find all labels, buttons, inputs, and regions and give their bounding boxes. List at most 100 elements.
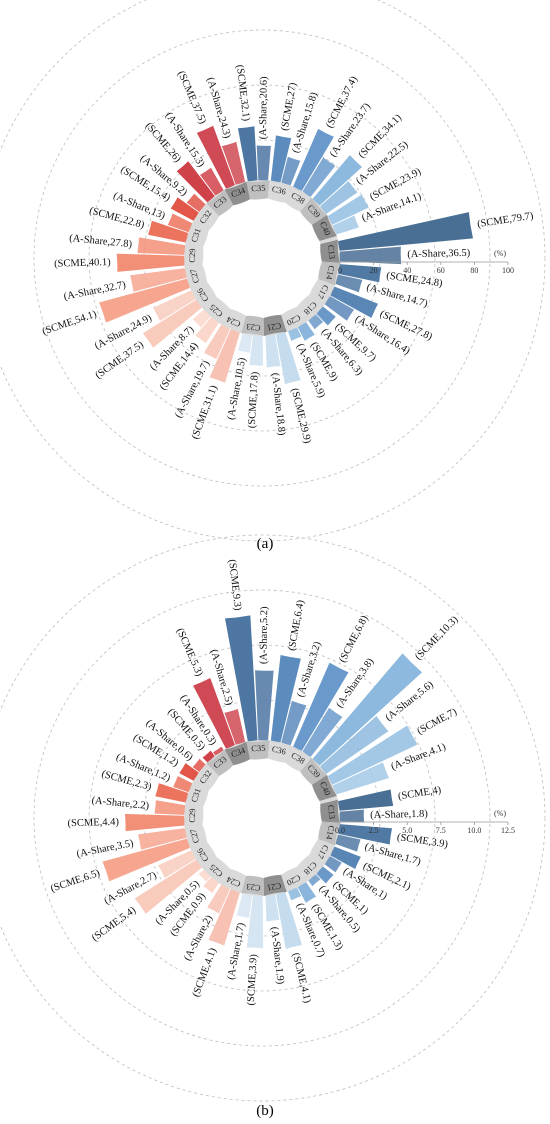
scale-tick-label: 5.0 [402, 826, 412, 835]
bar-ashare-c36 [281, 700, 307, 746]
bar-scme-c40 [327, 725, 418, 785]
value-label: (SCME,5.3) [174, 627, 205, 679]
category-segment-c39 [300, 757, 328, 785]
bar-scme-c35 [237, 126, 258, 182]
guide-circle [88, 644, 436, 992]
bar-ashare-c24 [203, 324, 230, 360]
bar-scme-c27 [99, 278, 190, 323]
value-label: (SCME,10.3) [413, 614, 461, 663]
guide-circle [88, 84, 436, 432]
bar-ashare-c34 [224, 709, 246, 745]
value-label: (A-Share,1.8) [370, 809, 428, 821]
value-label: (SCME,9.3) [226, 559, 243, 612]
value-label: (SCME,6.4) [287, 599, 307, 652]
bar-scme-c40 [327, 194, 369, 225]
value-label: (A-Share,1.7) [226, 921, 248, 980]
category-segment-c31 [185, 221, 209, 248]
scale-tick-label: 80 [470, 266, 478, 275]
category-segment-c13 [320, 799, 340, 823]
bar-scme-c32 [170, 197, 199, 221]
bar-ashare-c25 [192, 309, 211, 328]
value-label: (SCME,4) [397, 785, 442, 803]
bar-scme-c13 [338, 212, 473, 251]
value-label: (A-Share,5.2) [258, 606, 270, 664]
category-segment-c26 [190, 841, 217, 869]
bar-scme-c32 [179, 763, 199, 781]
category-label-c29: C29 [187, 808, 197, 823]
category-segment-c17 [309, 279, 336, 306]
category-segment-c27 [184, 264, 207, 290]
category-segment-c35 [246, 180, 270, 200]
bar-ashare-c21 [265, 334, 281, 368]
category-segment-c38 [284, 745, 312, 772]
value-label: (SCME,32.1) [234, 64, 252, 122]
scale-tick-label: 20 [370, 266, 378, 275]
category-label-c21: C21 [266, 321, 282, 333]
category-segment-c40 [312, 214, 337, 241]
bar-ashare-c38 [302, 157, 336, 197]
category-label-c36: C36 [271, 743, 287, 756]
bar-ashare-c24 [207, 884, 230, 914]
bar-scme-c33 [176, 161, 215, 203]
category-segment-c36 [267, 740, 292, 763]
scale-tick-label: 10.0 [467, 826, 481, 835]
category-segment-c23 [241, 875, 265, 896]
bar-ashare-c25 [198, 869, 211, 882]
value-label: (SCME,6.5) [49, 868, 102, 895]
category-segment-c40 [312, 774, 337, 801]
bar-scme-c35 [225, 615, 258, 742]
scale-unit-label: (%) [494, 249, 506, 258]
category-label-c14: C14 [324, 265, 337, 282]
category-segment-c33 [206, 189, 234, 216]
bar-scme-c29 [124, 813, 185, 832]
bar-ashare-c29 [137, 237, 186, 255]
bar-scme-c18 [316, 306, 336, 326]
category-segment-c31 [185, 781, 209, 808]
bar-scme-c17 [330, 846, 361, 870]
category-segment-c21 [263, 874, 287, 896]
bar-ashare-c13 [339, 809, 365, 823]
bar-ashare-c31 [173, 776, 193, 793]
bar-ashare-c17 [324, 296, 355, 321]
scale-tick-label: 0 [338, 266, 342, 275]
category-segment-c33 [206, 749, 234, 776]
value-label: (SCME,40.1) [54, 257, 111, 270]
category-label-c21: C21 [266, 881, 282, 893]
bar-scme-c24 [208, 889, 240, 946]
scale-tick-label: 0.0 [335, 826, 345, 835]
category-segment-c27 [184, 824, 207, 850]
guide-circle [0, 534, 546, 1102]
guide-circle [0, 0, 546, 542]
panel-label-b: (b) [256, 1103, 274, 1119]
bar-ashare-c17 [324, 856, 342, 873]
bar-ashare-c39 [320, 716, 389, 774]
category-segment-c14 [318, 261, 340, 286]
category-segment-c13 [320, 239, 340, 263]
bar-scme-c13 [338, 789, 394, 811]
category-segment-c23 [241, 315, 265, 336]
bar-ashare-c40 [332, 762, 389, 795]
category-segment-c25 [202, 856, 230, 884]
value-label: (SCME,4.4) [67, 817, 119, 830]
category-segment-c32 [192, 763, 220, 791]
bar-scme-c14 [338, 264, 382, 283]
category-segment-c18 [296, 294, 324, 322]
scale-tick-label: 12.5 [501, 826, 515, 835]
bar-scme-c38 [293, 128, 334, 191]
category-label-c23: C23 [246, 322, 261, 334]
bar-ashare-c14 [335, 834, 361, 852]
value-label: (SCME,27) [280, 81, 300, 131]
value-label: (SCME,37.5) [175, 69, 208, 126]
bar-scme-c23 [249, 335, 263, 366]
category-segment-c38 [284, 185, 312, 212]
value-label: (A-Share,2.2) [91, 795, 150, 812]
bar-scme-c26 [134, 859, 202, 914]
bar-ashare-c20 [288, 327, 302, 341]
bar-ashare-c32 [186, 193, 206, 212]
bar-scme-c33 [202, 750, 215, 763]
bar-ashare-c29 [154, 800, 186, 815]
value-label: (A-Share,18.8) [269, 372, 287, 436]
bar-scme-c27 [102, 838, 190, 882]
category-segment-c34 [224, 741, 251, 766]
